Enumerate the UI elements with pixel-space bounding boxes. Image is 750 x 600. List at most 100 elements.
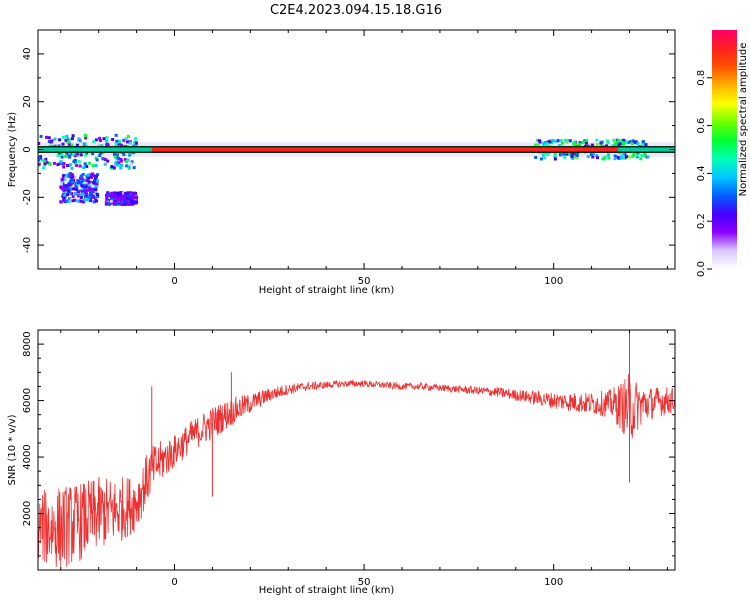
spectral-point — [129, 161, 133, 165]
spectral-point — [95, 158, 99, 162]
spectral-point — [575, 156, 579, 160]
colorbar-ticks: 0.0 0.2 0.4 0.6 0.8 — [696, 70, 712, 277]
spectral-point — [126, 202, 130, 206]
spectral-point — [109, 199, 113, 203]
spectral-point — [60, 177, 64, 181]
spectral-point — [87, 183, 91, 187]
spectral-point — [568, 139, 572, 143]
spectral-point — [570, 154, 574, 158]
spectral-point — [536, 143, 540, 147]
spectral-point — [90, 188, 94, 192]
spectral-point — [91, 152, 95, 156]
spectral-point — [76, 199, 80, 203]
spectral-point — [616, 155, 620, 159]
spectral-point — [627, 155, 631, 159]
spectral-point — [94, 181, 98, 185]
spectral-point — [534, 155, 538, 159]
spectral-point — [73, 187, 77, 191]
spectral-point — [536, 138, 540, 142]
spectral-point — [92, 200, 96, 204]
spectral-point — [77, 137, 81, 141]
spectral-point — [70, 173, 74, 177]
spectral-point — [80, 174, 84, 178]
spectral-point — [107, 202, 111, 206]
spectral-point — [586, 155, 590, 159]
spectral-point — [131, 199, 135, 203]
spectral-point — [107, 192, 111, 196]
spectral-point — [126, 134, 130, 138]
spectral-point — [95, 174, 99, 178]
spectral-point — [117, 196, 121, 200]
spectral-point — [131, 202, 135, 206]
colorbar-tick-label: 0.4 — [696, 165, 707, 181]
spectral-point — [50, 139, 54, 143]
spectral-point — [634, 140, 638, 144]
spectral-point — [119, 157, 123, 161]
spectral-point — [87, 161, 91, 165]
spectral-point — [116, 194, 120, 198]
spectral-point — [75, 143, 79, 147]
spectral-point — [74, 163, 78, 167]
spectral-point — [129, 152, 133, 156]
snr-series-line — [38, 373, 675, 568]
spectral-point — [66, 199, 70, 203]
spectral-point — [78, 164, 82, 168]
spectral-point — [71, 187, 75, 191]
snr-y-tick-label: 4000 — [22, 444, 33, 469]
spectral-point — [620, 155, 624, 159]
spectral-point — [62, 197, 66, 201]
spectral-point — [80, 200, 84, 204]
spectral-point — [68, 144, 72, 148]
spectral-point — [87, 186, 91, 190]
spectral-point — [61, 142, 65, 146]
spectral-point — [545, 142, 549, 146]
spectral-point — [571, 156, 575, 160]
spectral-point — [622, 151, 626, 155]
spectral-point — [131, 195, 135, 199]
spectral-point — [71, 199, 75, 203]
spectral-point — [96, 195, 100, 199]
spectral-point — [127, 152, 131, 156]
spectral-point — [543, 143, 547, 147]
spectral-point — [112, 166, 116, 170]
spectral-point — [94, 156, 98, 160]
spectral-point — [605, 144, 609, 148]
spectral-point — [84, 153, 88, 157]
spectral-point — [621, 141, 625, 145]
spectral-point — [89, 199, 93, 203]
spectral-point — [67, 183, 71, 187]
spectral-point — [79, 195, 83, 199]
spectral-point — [543, 152, 547, 156]
spectral-point — [85, 151, 89, 155]
spectral-point — [621, 156, 625, 160]
spectral-point — [47, 140, 51, 144]
spectral-point — [40, 158, 44, 162]
spectral-point — [119, 166, 123, 170]
spectral-point — [52, 161, 56, 165]
spectral-point — [43, 162, 47, 166]
spectral-point — [86, 188, 90, 192]
spectral-point — [81, 172, 85, 176]
spectrogram-y-tick-label: 40 — [22, 48, 33, 61]
spectral-point — [44, 157, 48, 161]
spectrogram-y-tick-label: 20 — [22, 95, 33, 108]
colorbar-label: Normalized spectral amplitude — [738, 43, 749, 197]
spectral-point — [627, 140, 631, 144]
spectral-point — [87, 180, 91, 184]
spectral-point — [127, 165, 131, 169]
spectral-point — [126, 158, 130, 162]
spectral-point — [91, 164, 95, 168]
spectral-point — [606, 141, 610, 145]
spectral-point — [60, 187, 64, 191]
spectral-point — [60, 151, 64, 155]
spectral-point — [617, 142, 621, 146]
spectral-point — [622, 138, 626, 142]
spectral-point — [103, 162, 107, 166]
spectral-point — [562, 152, 566, 156]
spectral-point — [113, 194, 117, 198]
spectral-point — [45, 161, 49, 165]
spectral-point — [75, 185, 79, 189]
spectral-point — [100, 144, 104, 148]
spectral-point — [551, 139, 555, 143]
